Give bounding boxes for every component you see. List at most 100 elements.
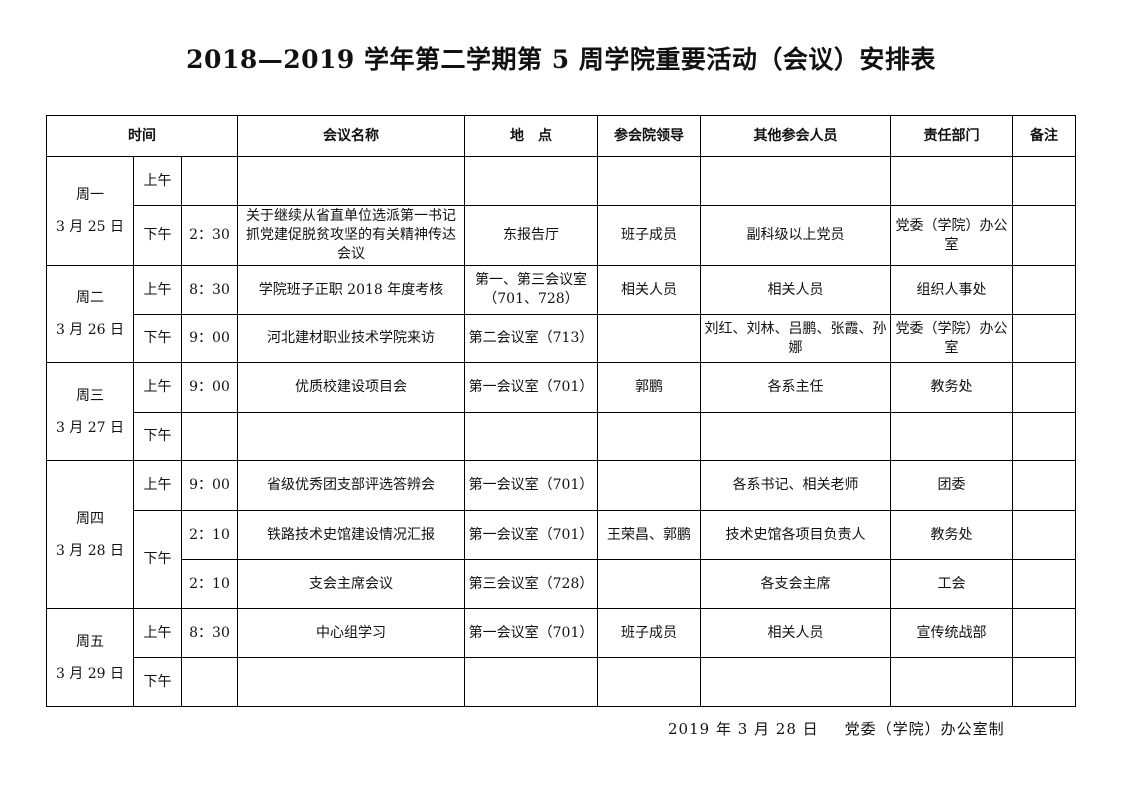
other-attendees-cell: 副科级以上党员 [700,205,891,266]
other-attendees-cell: 各系书记、相关老师 [700,460,891,511]
day-cell: 周五 3 月 29 日 [46,608,134,707]
leaders-cell: 班子成员 [597,205,701,266]
other-attendees-cell: 相关人员 [700,265,891,315]
period-cell: 下午 [133,314,182,363]
time-cell: 8：30 [181,265,238,315]
location-cell [464,156,598,206]
department-cell [890,657,1013,707]
date: 3 月 27 日 [55,419,125,436]
department-cell [890,412,1013,461]
weekday: 周二 [76,290,104,306]
header-notes: 备注 [1012,115,1076,157]
period-cell: 上午 [133,608,182,658]
period-cell: 上午 [133,156,182,206]
leaders-cell [597,657,701,707]
department-cell: 教务处 [890,510,1013,560]
other-attendees-cell [700,156,891,206]
table-row: 周一 3 月 25 日上午 [46,156,1076,266]
weekday: 周一 [76,187,104,203]
period-cell: 下午 [133,205,182,266]
other-attendees-cell: 各系主任 [700,362,891,413]
notes-cell [1012,265,1076,315]
table-row: 周二 3 月 26 日上午 8：30 学院班子正职 2018 年度考核 第一、第三会议室… [46,265,1076,363]
day-cell: 周三 3 月 27 日 [46,362,134,461]
document-title: 2018—2019 学年第二学期第 5 周学院重要活动（会议）安排表 [186,45,936,74]
meeting-name-cell [237,657,465,707]
leaders-cell [597,559,701,609]
department-cell [890,156,1013,206]
table-row: 周三 3 月 27 日上午 9：00 优质校建设项目会 第一会议室（701） 郭鹏 各系主任… [46,362,1076,461]
table-row: 2：10 支会主席会议 第三会议室（728） 各支会主席 工会 [47,559,1076,609]
department-cell: 党委（学院）办公室 [890,314,1013,363]
footer-issuer: 党委（学院）办公室制 [844,720,1005,738]
location-cell: 第一会议室（701） [464,460,598,511]
department-cell: 宣传统战部 [890,608,1013,658]
meeting-name-cell: 支会主席会议 [237,559,465,609]
weekday: 周三 [76,387,104,404]
notes-cell [1012,314,1076,363]
header-leaders: 参会院领导 [597,115,701,157]
footer: 2019 年 3 月 28 日 党委（学院）办公室制 [668,718,1031,739]
time-cell: 9：00 [181,460,238,511]
meeting-name-cell: 关于继续从省直单位选派第一书记抓党建促脱贫攻坚的有关精神传达会议 [237,205,465,266]
table-row: 下午 2：30 关于继续从省直单位选派第一书记抓党建促脱贫攻坚的有关精神传达会议 东报… [47,205,1076,266]
meeting-name-cell: 优质校建设项目会 [237,362,465,413]
notes-cell [1012,559,1076,609]
location-cell [464,412,598,461]
other-attendees-cell: 各支会主席 [700,559,891,609]
leaders-cell: 王荣昌、郭鹏 [597,510,701,560]
location-cell: 第三会议室（728） [464,559,598,609]
notes-cell [1012,657,1076,707]
header-meeting-name: 会议名称 [237,115,465,157]
time-cell: 9：00 [181,314,238,363]
table-row: 下午 2：10 铁路技术史馆建设情况汇报 第一会议室（701） 王荣昌、郭鹏 技术史馆各项… [47,510,1076,609]
schedule-table: 时间 会议名称 地 点 参会院领导 其他参会人员 责任部门 备注 周一 3 月 2… [46,115,1076,707]
period-cell: 上午 [133,265,182,315]
other-attendees-cell: 刘红、刘林、吕鹏、张霞、孙娜 [700,314,891,363]
meeting-name-cell: 省级优秀团支部评选答辨会 [237,460,465,511]
location-cell: 第一会议室（701） [464,608,598,658]
location-cell [464,657,598,707]
time-cell [181,412,238,461]
other-attendees-cell: 技术史馆各项目负责人 [700,510,891,560]
department-cell: 团委 [890,460,1013,511]
header-time: 时间 [46,115,238,157]
meeting-name-cell [237,156,465,206]
leaders-cell: 相关人员 [597,265,701,315]
time-cell [181,156,238,206]
time-cell [181,657,238,707]
notes-cell [1012,362,1076,413]
table-row: 周四 3 月 28 日 上午 9：00 省级优秀团支部评选答辨会 第一会议室（701） 各系… [46,460,1076,609]
meeting-name-cell: 学院班子正职 2018 年度考核 [237,265,465,315]
meeting-name-cell: 铁路技术史馆建设情况汇报 [237,510,465,560]
notes-cell [1012,412,1076,461]
notes-cell [1012,460,1076,511]
day-cell: 周一 3 月 25 日 [46,156,134,266]
table-row: 下午 9：00 河北建材职业技术学院来访 第二会议室（713） 刘红、刘林、吕鹏、张霞、… [47,314,1076,363]
date: 3 月 29 日 [55,665,125,682]
date: 3 月 28 日 [55,542,125,559]
table-row: 下午 [47,412,1076,461]
location-cell: 第一会议室（701） [464,510,598,560]
weekday: 周四 [76,510,104,527]
leaders-cell [597,412,701,461]
time-cell: 2：30 [181,205,238,266]
weekday: 周五 [76,633,104,650]
meeting-name-cell: 中心组学习 [237,608,465,658]
location-cell: 第一、第三会议室（701、728） [464,265,598,315]
location-cell: 东报告厅 [464,205,598,266]
period-cell: 上午 [133,362,182,413]
notes-cell [1012,608,1076,658]
time-cell: 8：30 [181,608,238,658]
day-cell: 周四 3 月 28 日 [46,460,134,609]
period-cell: 下午 [133,510,182,609]
notes-cell [1012,205,1076,266]
period-cell: 下午 [133,657,182,707]
other-attendees-cell [700,412,891,461]
leaders-cell [597,156,701,206]
location-cell: 第一会议室（701） [464,362,598,413]
leaders-cell [597,460,701,511]
time-cell: 2：10 [181,510,238,560]
meeting-name-cell [237,412,465,461]
header-other-attendees: 其他参会人员 [700,115,891,157]
